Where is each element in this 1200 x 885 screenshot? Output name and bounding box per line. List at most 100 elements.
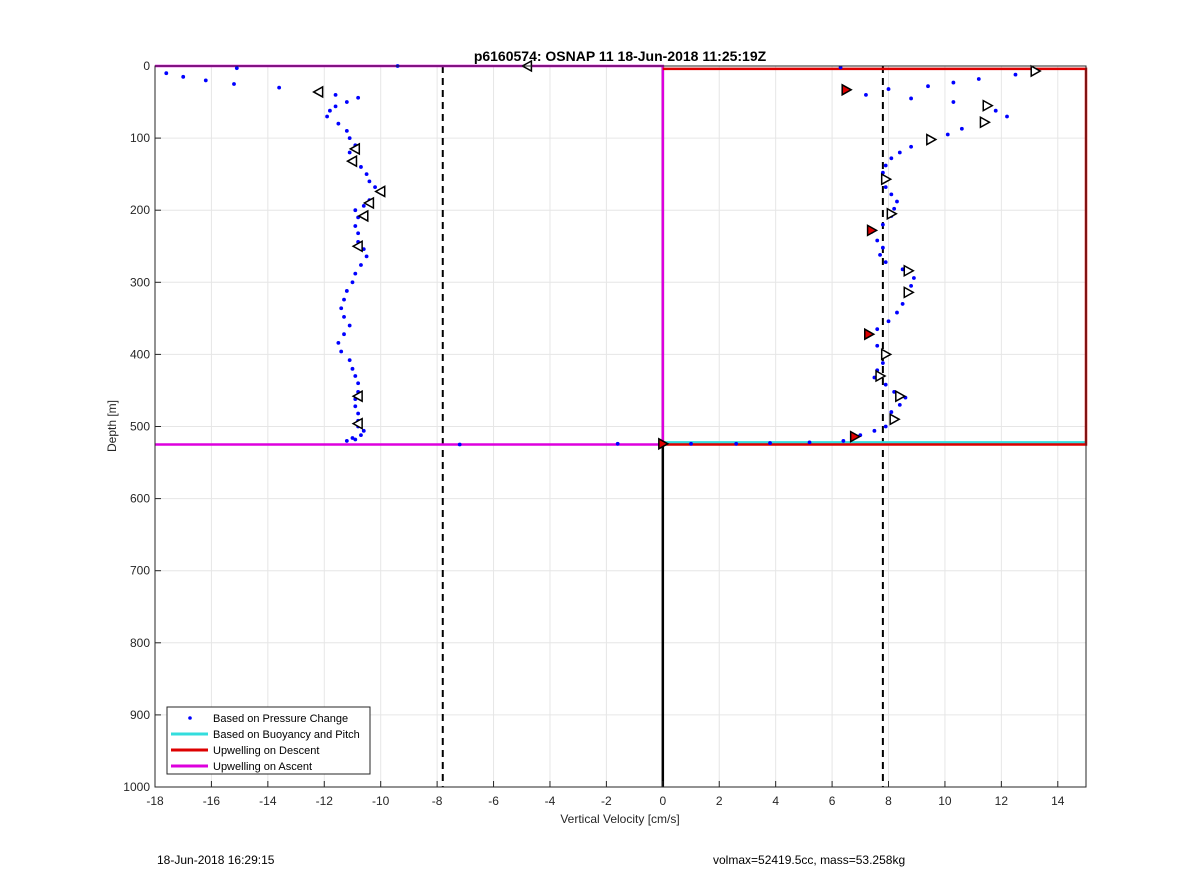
descent-data-point xyxy=(1013,72,1018,77)
descent-marker xyxy=(841,83,853,97)
x-axis-label: Vertical Velocity [cm/s] xyxy=(560,812,679,826)
descent-marker xyxy=(866,224,879,237)
ascent-data-point xyxy=(277,85,282,90)
ascent-marker xyxy=(351,239,363,253)
ascent-data-point xyxy=(232,82,236,86)
descent-data-point xyxy=(883,382,888,387)
descent-data-point xyxy=(889,156,894,161)
ascent-data-point xyxy=(359,263,363,267)
x-tick-label: 4 xyxy=(772,794,779,808)
ascent-data-point xyxy=(367,179,372,184)
ascent-data-point xyxy=(339,349,344,354)
ascent-data-point xyxy=(356,231,361,236)
x-tick-label: 6 xyxy=(829,794,836,808)
legend-label: Based on Pressure Change xyxy=(213,713,348,725)
descent-data-point xyxy=(945,132,950,137)
descent-data-point xyxy=(886,87,891,91)
legend-dot-swatch xyxy=(188,716,192,720)
x-tick-label: -14 xyxy=(259,794,277,808)
ascent-data-point xyxy=(356,95,361,100)
descent-data-point xyxy=(909,144,913,149)
x-tick-label: -8 xyxy=(432,794,443,808)
ascent-data-point xyxy=(364,172,369,177)
descent-marker xyxy=(889,413,901,426)
descent-data-point xyxy=(909,96,913,101)
descent-data-point xyxy=(841,439,846,443)
ascent-data-point xyxy=(353,224,358,228)
ascent-marker xyxy=(351,389,363,403)
ascent-data-point xyxy=(344,439,349,443)
descent-data-point xyxy=(959,126,964,131)
ascent-data-point xyxy=(359,433,363,438)
x-tick-label: -4 xyxy=(545,794,556,808)
legend-label: Upwelling on Descent xyxy=(213,745,319,757)
descent-data-point xyxy=(883,185,888,190)
ascent-data-point xyxy=(350,366,355,371)
ascent-marker xyxy=(357,209,369,223)
x-tick-label: 14 xyxy=(1051,794,1065,808)
descent-data-point xyxy=(900,302,905,306)
x-tick-label: -12 xyxy=(316,794,334,808)
descent-data-point xyxy=(993,108,998,113)
y-tick-label: 800 xyxy=(130,636,150,650)
ascent-data-point xyxy=(344,100,349,104)
ascent-data-point xyxy=(350,436,355,440)
ascent-data-point xyxy=(356,381,361,386)
x-tick-label: 10 xyxy=(938,794,952,808)
y-tick-label: 100 xyxy=(130,131,150,145)
descent-data-point xyxy=(878,253,882,257)
descent-data-point xyxy=(875,327,880,332)
descent-data-point xyxy=(892,206,897,211)
descent-data-point xyxy=(897,150,902,155)
y-tick-label: 400 xyxy=(130,347,150,361)
descent-marker xyxy=(849,430,862,443)
bottom-data-point xyxy=(615,441,620,446)
ascent-marker xyxy=(351,417,363,430)
y-tick-label: 0 xyxy=(143,59,150,73)
y-tick-label: 300 xyxy=(130,275,150,289)
ascent-data-point xyxy=(328,108,332,113)
chart-title: p6160574: OSNAP 11 18-Jun-2018 11:25:19Z xyxy=(474,48,767,64)
ascent-data-point xyxy=(339,306,344,311)
descent-data-point xyxy=(875,343,880,348)
descent-data-point xyxy=(880,361,885,365)
y-tick-label: 500 xyxy=(130,420,150,434)
bottom-data-point xyxy=(807,440,812,445)
ascent-data-point xyxy=(347,150,352,155)
ascent-data-point xyxy=(342,297,346,302)
descent-marker xyxy=(880,172,893,186)
ascent-data-point xyxy=(347,323,352,328)
descent-data-point xyxy=(886,319,891,324)
ascent-marker xyxy=(345,154,358,168)
legend-box xyxy=(166,706,371,775)
descent-marker xyxy=(1030,64,1042,78)
ascent-data-point xyxy=(353,208,358,213)
ascent-data-point xyxy=(347,136,352,141)
descent-data-point xyxy=(880,222,885,227)
x-tick-label: -2 xyxy=(601,794,612,808)
descent-data-point xyxy=(889,410,894,414)
descent-marker xyxy=(895,389,907,403)
ascent-data-point xyxy=(353,404,358,409)
descent-marker xyxy=(886,207,898,221)
x-tick-label: -6 xyxy=(488,794,499,808)
ascent-marker xyxy=(348,142,361,156)
descent-marker xyxy=(864,327,876,341)
bottom-data-point xyxy=(457,442,462,447)
y-tick-label: 200 xyxy=(130,203,150,217)
descent-data-point xyxy=(883,260,888,265)
descent-data-point xyxy=(883,424,888,429)
y-tick-label: 600 xyxy=(130,492,150,506)
x-tick-label: -16 xyxy=(203,794,221,808)
descent-marker xyxy=(880,348,893,361)
bottom-data-point xyxy=(768,441,772,445)
ascent-marker xyxy=(312,85,324,99)
ascent-data-point xyxy=(364,254,369,259)
ascent-data-point xyxy=(333,92,338,97)
ascent-data-point xyxy=(181,74,186,79)
x-tick-label: 0 xyxy=(659,794,666,808)
footer-parameters: volmax=52419.5cc, mass=53.258kg xyxy=(713,853,906,867)
descent-marker xyxy=(979,115,991,129)
ascent-marker xyxy=(374,185,386,198)
